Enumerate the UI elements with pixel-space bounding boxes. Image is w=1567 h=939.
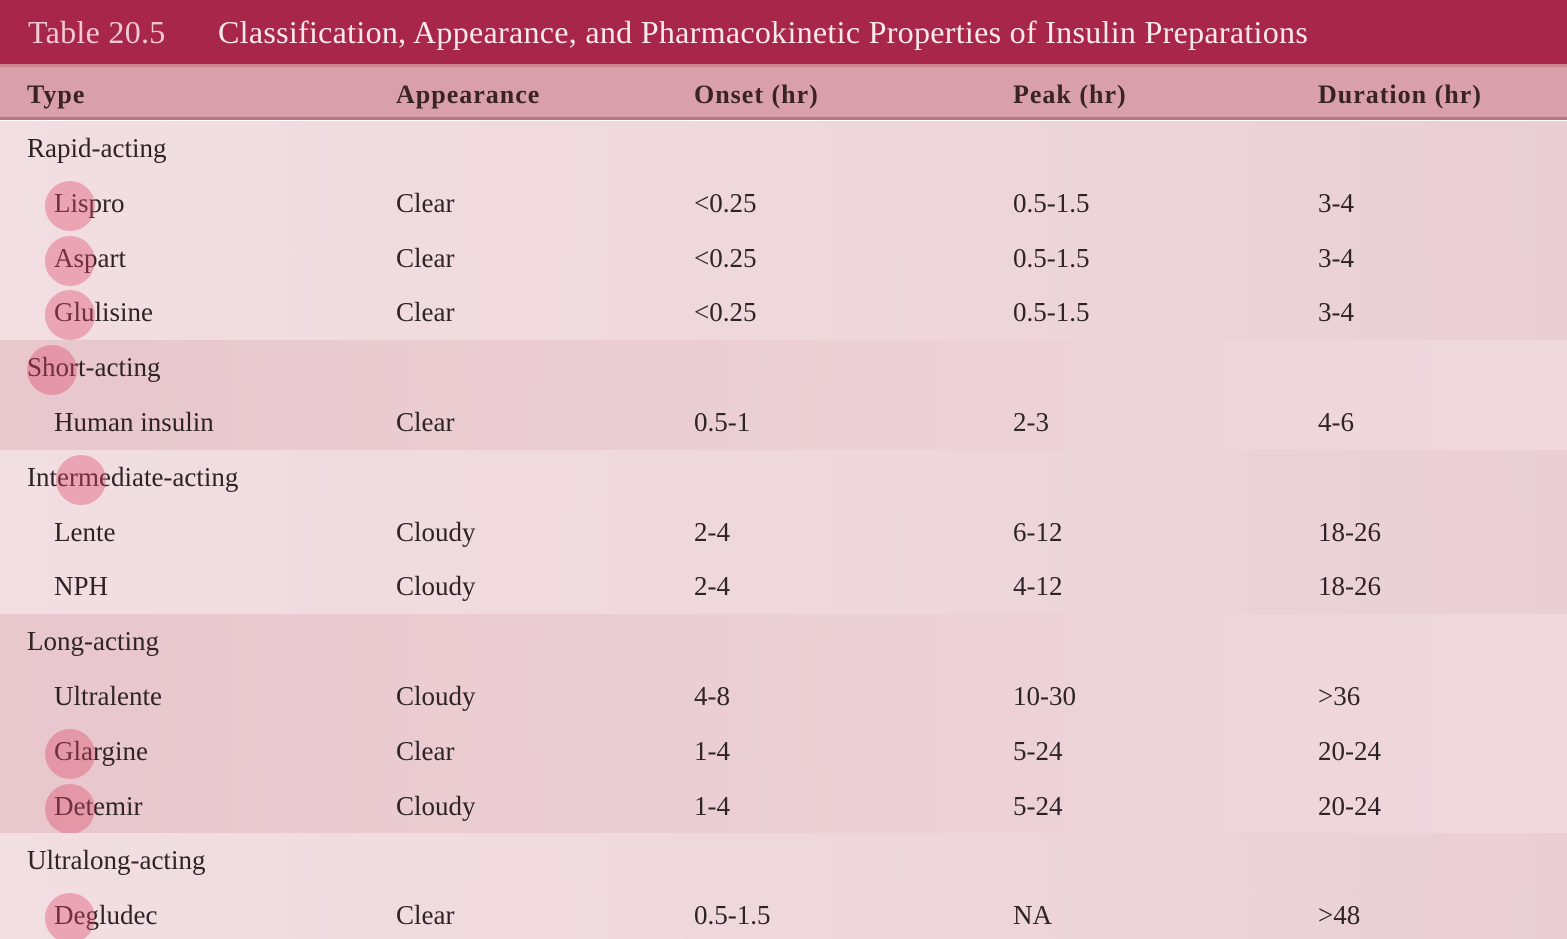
insulin-name: Detemir [54, 791, 143, 821]
insulin-name: Glargine [54, 736, 148, 766]
duration-value: 18-26 [1318, 571, 1381, 601]
group-band [0, 450, 1567, 615]
header-type: Type [27, 80, 86, 109]
appearance-value: Cloudy [396, 517, 476, 547]
group-band [0, 340, 1567, 450]
table-row: Detemir Cloudy 1-4 5-24 20-24 [0, 779, 1567, 834]
duration-value: 20-24 [1318, 791, 1381, 821]
group-label: Rapid-acting [27, 133, 167, 163]
onset-value: 1-4 [694, 736, 730, 766]
appearance-value: Clear [396, 243, 455, 273]
insulin-name: Human insulin [54, 407, 214, 437]
appearance-value: Clear [396, 297, 455, 327]
table-row: Glulisine Clear <0.25 0.5-1.5 3-4 [0, 285, 1567, 340]
duration-value: 3-4 [1318, 188, 1354, 218]
group-band [0, 833, 1567, 939]
onset-value: <0.25 [694, 297, 757, 327]
table-number: Table 20.5 [28, 14, 166, 50]
duration-value: 3-4 [1318, 297, 1354, 327]
group-band [0, 121, 1567, 341]
appearance-value: Cloudy [396, 791, 476, 821]
insulin-name: Glulisine [54, 297, 153, 327]
table-row: Ultralente Cloudy 4-8 10-30 >36 [0, 669, 1567, 724]
peak-value: 5-24 [1013, 736, 1063, 766]
onset-value: 4-8 [694, 681, 730, 711]
insulin-name: Lente [54, 517, 116, 547]
onset-value: <0.25 [694, 243, 757, 273]
table-title-bar: Table 20.5 Classification, Appearance, a… [0, 0, 1567, 64]
table-row: NPH Cloudy 2-4 4-12 18-26 [0, 559, 1567, 614]
appearance-value: Clear [396, 407, 455, 437]
header-peak: Peak (hr) [1013, 80, 1127, 109]
peak-value: 6-12 [1013, 517, 1063, 547]
appearance-value: Clear [396, 188, 455, 218]
insulin-name: Lispro [54, 188, 125, 218]
peak-value: 5-24 [1013, 791, 1063, 821]
header-appearance: Appearance [396, 80, 541, 109]
table-title: Classification, Appearance, and Pharmaco… [218, 14, 1309, 50]
duration-value: 4-6 [1318, 407, 1354, 437]
peak-value: 2-3 [1013, 407, 1049, 437]
group-label: Short-acting [27, 352, 161, 382]
peak-value: 0.5-1.5 [1013, 188, 1090, 218]
header-onset: Onset (hr) [694, 80, 819, 109]
group-label-row: Long-acting [0, 614, 1567, 669]
duration-value: >48 [1318, 900, 1361, 930]
peak-value: 4-12 [1013, 571, 1063, 601]
header-duration: Duration (hr) [1318, 80, 1482, 109]
peak-value: 0.5-1.5 [1013, 297, 1090, 327]
appearance-value: Clear [396, 736, 455, 766]
duration-value: 20-24 [1318, 736, 1381, 766]
group-label: Long-acting [27, 626, 159, 656]
group-label: Intermediate-acting [27, 462, 239, 492]
group-label-row: Ultralong-acting [0, 833, 1567, 888]
group-label: Ultralong-acting [27, 845, 206, 875]
table-row: Glargine Clear 1-4 5-24 20-24 [0, 724, 1567, 779]
appearance-value: Cloudy [396, 571, 476, 601]
appearance-value: Clear [396, 900, 455, 930]
group-band [0, 614, 1567, 834]
onset-value: 0.5-1.5 [694, 900, 771, 930]
onset-value: 1-4 [694, 791, 730, 821]
group-label-row: Rapid-acting [0, 121, 1567, 176]
insulin-name: Degludec [54, 900, 158, 930]
table-row: Lispro Clear <0.25 0.5-1.5 3-4 [0, 176, 1567, 231]
duration-value: 3-4 [1318, 243, 1354, 273]
onset-value: 0.5-1 [694, 407, 751, 437]
table-row: Aspart Clear <0.25 0.5-1.5 3-4 [0, 231, 1567, 286]
peak-value: 0.5-1.5 [1013, 243, 1090, 273]
group-label-row: Short-acting [0, 340, 1567, 395]
appearance-value: Cloudy [396, 681, 476, 711]
insulin-name: Aspart [54, 243, 126, 273]
peak-value: NA [1013, 900, 1052, 930]
group-label-row: Intermediate-acting [0, 450, 1567, 505]
onset-value: 2-4 [694, 571, 730, 601]
onset-value: <0.25 [694, 188, 757, 218]
insulin-name: NPH [54, 571, 109, 601]
table-header-row: Type Appearance Onset (hr) Peak (hr) Dur… [0, 64, 1567, 120]
peak-value: 10-30 [1013, 681, 1076, 711]
insulin-name: Ultralente [54, 681, 162, 711]
onset-value: 2-4 [694, 517, 730, 547]
table-row: Degludec Clear 0.5-1.5 NA >48 [0, 888, 1567, 939]
duration-value: 18-26 [1318, 517, 1381, 547]
table-row: Lente Cloudy 2-4 6-12 18-26 [0, 505, 1567, 560]
duration-value: >36 [1318, 681, 1361, 711]
table-row: Human insulin Clear 0.5-1 2-3 4-6 [0, 395, 1567, 450]
